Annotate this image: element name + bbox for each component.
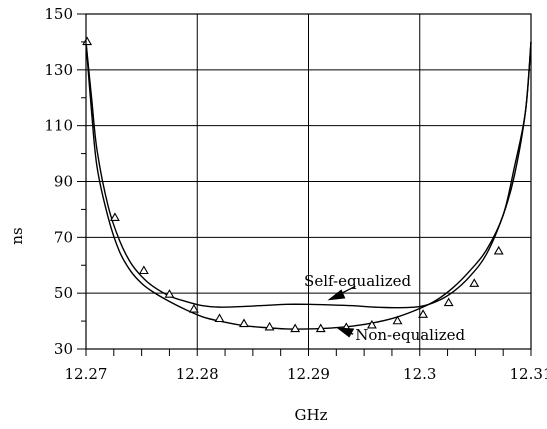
y-tick-label: 30: [54, 340, 73, 358]
x-tick-label: 12.3: [403, 365, 436, 383]
y-tick-label: 150: [44, 5, 73, 23]
ticks: 12.27 12.28 12.29 12.3 12.31 30 50 70 90 110 130 15…: [44, 5, 547, 383]
y-tick-label: 130: [44, 61, 73, 79]
annotation-non-equalized: Non-equalized: [355, 326, 465, 344]
triangle-marker: [164, 289, 175, 298]
triangle-marker: [214, 313, 225, 323]
x-tick-label: 12.28: [176, 365, 219, 383]
triangle-marker: [392, 315, 403, 325]
y-tick-label: 50: [54, 284, 73, 302]
y-tick-label: 70: [54, 228, 73, 246]
x-axis-label: GHz: [295, 406, 328, 424]
triangle-marker: [188, 303, 199, 313]
annotations: Self-equalized Non-equalized: [304, 272, 466, 344]
triangle-marker: [109, 212, 120, 221]
annotation-arrowhead: [327, 289, 346, 301]
y-axis-label: ns: [8, 227, 26, 244]
series-line-self-equalized: [85, 41, 532, 309]
series-line-non-equalized: [85, 41, 532, 330]
x-tick-label: 12.31: [510, 365, 547, 383]
series-lines: [85, 41, 532, 330]
grid: [86, 14, 531, 349]
annotation-arrowhead: [336, 327, 355, 338]
triangle-marker: [239, 318, 249, 328]
x-tick-label: 12.29: [287, 365, 330, 383]
x-tick-label: 12.27: [65, 365, 108, 383]
triangle-marker: [366, 319, 377, 329]
triangle-marker: [443, 297, 454, 307]
triangle-marker: [264, 321, 275, 331]
triangle-marker: [315, 323, 326, 333]
y-tick-label: 90: [54, 173, 73, 191]
triangle-marker: [418, 309, 429, 318]
triangle-marker: [138, 265, 149, 275]
triangle-marker: [493, 245, 504, 255]
annotation-self-equalized: Self-equalized: [304, 272, 411, 290]
y-tick-label: 110: [44, 117, 73, 135]
triangle-marker: [469, 278, 480, 287]
triangle-marker: [290, 323, 301, 333]
triangle-marker: [82, 36, 93, 46]
